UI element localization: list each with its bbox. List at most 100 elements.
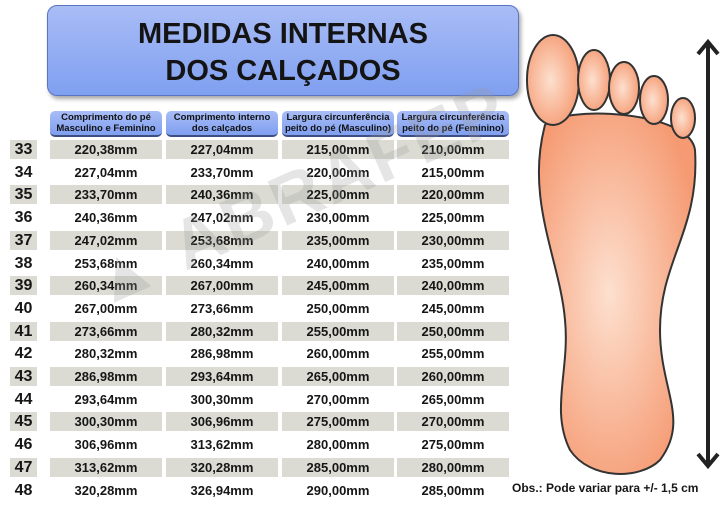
table-row: 47 313,62mm 320,28mm 285,00mm 280,00mm [0,457,520,477]
size-label: 36 [14,209,33,227]
table-row: 35 233,70mm 240,36mm 225,00mm 220,00mm [0,185,520,205]
width-male-cell: 245,00mm [282,276,394,296]
width-female-cell: 270,00mm [397,412,509,432]
size-label: 48 [14,481,33,499]
size-label: 38 [14,254,33,272]
width-female-cell: 215,00mm [421,164,485,180]
foot-length-cell: 240,36mm [74,210,138,226]
foot-length-cell: 253,68mm [74,255,138,271]
table-row: 41 273,66mm 280,32mm 255,00mm 250,00mm [0,321,520,341]
header-text: Largura circunferência [286,112,390,123]
table-row: 48 320,28mm 326,94mm 290,00mm 285,00mm [0,481,520,500]
width-female-cell: 255,00mm [421,346,485,362]
variation-note: Obs.: Pode variar para +/- 1,5 cm [512,481,699,495]
size-label: 39 [10,276,37,296]
foot-length-cell: 280,32mm [74,346,138,362]
size-label: 41 [10,321,37,341]
width-male-cell: 220,00mm [306,164,370,180]
size-label: 46 [14,436,33,454]
header-text: Comprimento interno [173,112,271,123]
internal-length-cell: 273,66mm [190,300,254,316]
internal-length-cell: 247,02mm [190,210,254,226]
table-row: 46 306,96mm 313,62mm 280,00mm 275,00mm [0,435,520,454]
size-label: 35 [10,185,37,205]
width-female-cell: 285,00mm [421,482,485,498]
table-row: 38 253,68mm 260,34mm 240,00mm 235,00mm [0,254,520,273]
width-male-cell: 255,00mm [282,321,394,341]
foot-length-cell: 220,38mm [50,140,162,159]
header-width-female: Largura circunferência peito do pé (Femin… [397,111,509,137]
width-female-cell: 225,00mm [421,210,485,226]
foot-icon [526,34,697,475]
foot-length-cell: 320,28mm [74,482,138,498]
width-male-cell: 215,00mm [282,140,394,159]
width-male-cell: 290,00mm [306,482,370,498]
length-arrow-icon [696,38,720,470]
foot-length-cell: 247,02mm [50,230,162,250]
internal-length-cell: 260,34mm [190,255,254,271]
table-row: 43 286,98mm 293,64mm 265,00mm 260,00mm [0,367,520,386]
table-row: 36 240,36mm 247,02mm 230,00mm 225,00mm [0,208,520,227]
foot-length-cell: 227,04mm [74,164,138,180]
internal-length-cell: 286,98mm [190,346,254,362]
header-text: Largura circunferência [401,112,505,123]
width-male-cell: 260,00mm [306,346,370,362]
width-male-cell: 280,00mm [306,437,370,453]
size-label: 45 [10,412,37,432]
title-line-2: DOS CALÇADOS [165,55,401,87]
width-female-cell: 245,00mm [421,300,485,316]
width-female-cell: 280,00mm [397,457,509,477]
width-male-cell: 240,00mm [306,255,370,271]
internal-length-cell: 233,70mm [190,164,254,180]
title-banner: MEDIDAS INTERNAS DOS CALÇADOS [47,5,519,96]
header-foot-length: Comprimento do pé Masculino e Feminino [50,111,162,137]
width-female-cell: 230,00mm [397,230,509,250]
header-text: Comprimento do pé [61,112,151,123]
width-male-cell: 235,00mm [282,230,394,250]
internal-length-cell: 320,28mm [166,457,278,477]
width-female-cell: 260,00mm [397,367,509,386]
size-label: 34 [14,163,33,181]
width-male-cell: 265,00mm [282,367,394,386]
width-male-cell: 230,00mm [306,210,370,226]
width-male-cell: 275,00mm [282,412,394,432]
table-row: 44 293,64mm 300,30mm 270,00mm 265,00mm [0,390,520,409]
table-row: 37 247,02mm 253,68mm 235,00mm 230,00mm [0,230,520,250]
internal-length-cell: 267,00mm [166,276,278,296]
foot-length-cell: 267,00mm [74,300,138,316]
width-female-cell: 210,00mm [397,140,509,159]
table-row: 45 300,30mm 306,96mm 275,00mm 270,00mm [0,412,520,432]
header-text: Masculino e Feminino [56,123,156,134]
internal-length-cell: 293,64mm [166,367,278,386]
title-line-1: MEDIDAS INTERNAS [137,18,428,50]
width-male-cell: 225,00mm [282,185,394,205]
width-female-cell: 250,00mm [397,321,509,341]
size-label: 43 [10,367,37,386]
foot-length-cell: 293,64mm [74,391,138,407]
foot-length-cell: 233,70mm [50,185,162,205]
size-label: 47 [10,457,37,477]
internal-length-cell: 280,32mm [166,321,278,341]
size-label: 44 [14,390,33,408]
width-female-cell: 240,00mm [397,276,509,296]
header-text: peito do pé (Masculino) [284,123,392,134]
internal-length-cell: 240,36mm [166,185,278,205]
foot-length-cell: 286,98mm [50,367,162,386]
size-label: 37 [10,230,37,250]
width-female-cell: 220,00mm [397,185,509,205]
table-row: 40 267,00mm 273,66mm 250,00mm 245,00mm [0,299,520,318]
internal-length-cell: 326,94mm [190,482,254,498]
foot-length-cell: 300,30mm [50,412,162,432]
table-row: 39 260,34mm 267,00mm 245,00mm 240,00mm [0,276,520,296]
internal-length-cell: 227,04mm [166,140,278,159]
internal-length-cell: 306,96mm [166,412,278,432]
internal-length-cell: 300,30mm [190,391,254,407]
table-row: 42 280,32mm 286,98mm 260,00mm 255,00mm [0,344,520,363]
width-male-cell: 250,00mm [306,300,370,316]
width-female-cell: 235,00mm [421,255,485,271]
width-male-cell: 270,00mm [306,391,370,407]
width-female-cell: 275,00mm [421,437,485,453]
table-row: 33 220,38mm 227,04mm 215,00mm 210,00mm [0,140,520,159]
header-internal-length: Comprimento interno dos calçados [166,111,278,137]
